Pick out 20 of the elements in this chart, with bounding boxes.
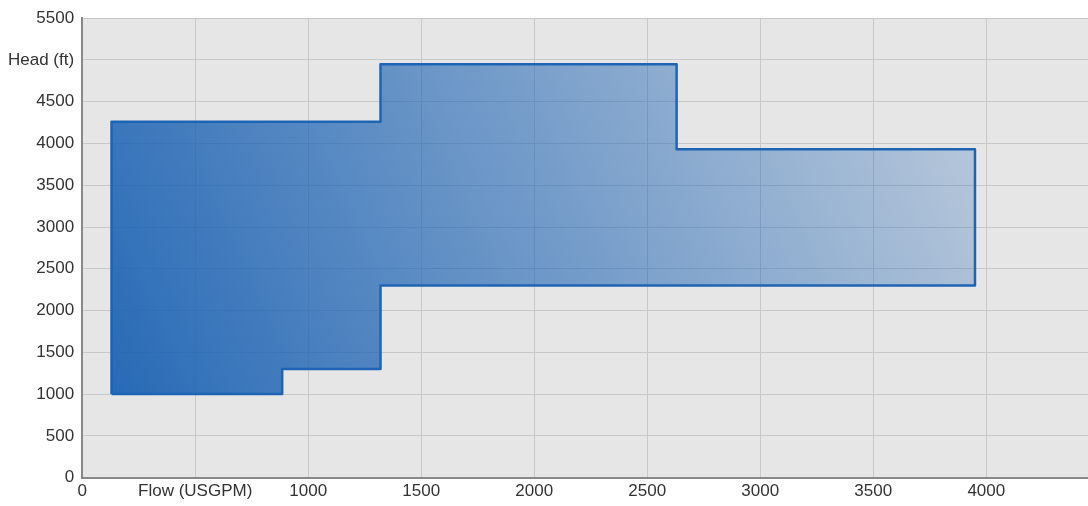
x-tick-label: 3000 (741, 481, 780, 501)
x-tick-label: 1000 (289, 481, 328, 501)
y-tick-label: 0 (64, 467, 75, 487)
x-tick-label: 2000 (515, 481, 554, 501)
y-tick-label: 2500 (36, 258, 75, 278)
y-tick-label: Head (ft) (7, 49, 75, 69)
x-tick-label: 4000 (967, 481, 1006, 501)
x-tick-label: 2500 (628, 481, 667, 501)
y-tick-label: 4500 (36, 91, 75, 111)
y-tick-label: 500 (45, 425, 75, 445)
y-tick-label: 2000 (36, 300, 75, 320)
y-tick-label: 1500 (36, 342, 75, 361)
y-tick-label: 4000 (36, 133, 75, 153)
y-tick-label: 5500 (36, 7, 75, 27)
x-tick-label: Flow (USGPM) (138, 481, 253, 501)
y-tick-label: 1000 (36, 383, 75, 403)
y-tick-label: 3000 (36, 216, 75, 236)
x-tick-label: 3500 (854, 481, 893, 501)
x-tick-label: 1500 (402, 481, 441, 501)
y-tick-label: 3500 (36, 174, 75, 194)
